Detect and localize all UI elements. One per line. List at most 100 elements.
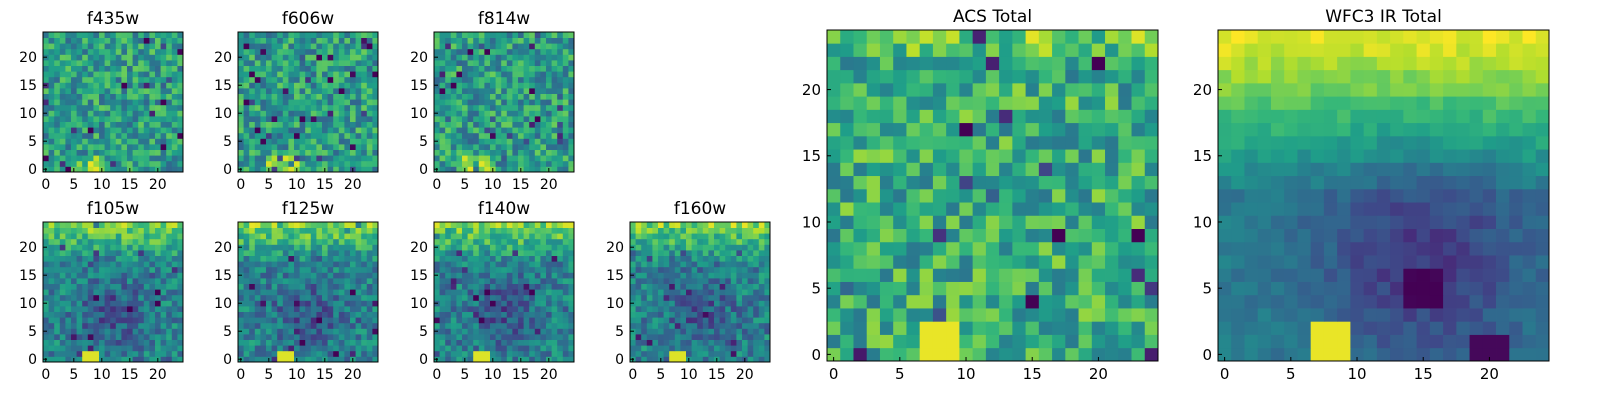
cell <box>372 155 379 162</box>
cell <box>1144 281 1159 296</box>
cell <box>366 317 373 324</box>
cell <box>344 76 351 83</box>
cell <box>1131 228 1146 243</box>
cell <box>557 149 564 156</box>
cell <box>501 311 508 318</box>
cell <box>827 334 841 349</box>
cell <box>149 345 156 352</box>
cell <box>523 222 530 228</box>
cell <box>630 250 636 256</box>
cell <box>327 48 334 55</box>
cell <box>99 266 105 273</box>
cell <box>93 32 100 38</box>
cell <box>177 356 184 363</box>
cell <box>450 317 457 324</box>
cell <box>972 347 987 362</box>
cell <box>59 43 66 50</box>
cell <box>65 88 72 94</box>
cell <box>663 311 670 318</box>
cell <box>138 356 145 363</box>
cell <box>714 222 720 228</box>
cell <box>155 227 161 234</box>
cell <box>557 127 564 134</box>
cell <box>697 317 704 324</box>
cell <box>456 144 463 150</box>
cell <box>160 272 167 279</box>
cell <box>1052 294 1066 309</box>
cell <box>434 227 440 234</box>
cell <box>546 238 552 245</box>
cell <box>456 132 463 139</box>
cell <box>243 127 250 134</box>
cell <box>76 166 83 173</box>
cell <box>82 294 89 301</box>
cell <box>959 321 974 335</box>
cell <box>138 255 145 262</box>
cell <box>127 93 133 100</box>
cell <box>121 356 128 363</box>
cell <box>719 278 726 284</box>
cell <box>54 82 61 89</box>
cell <box>866 347 881 362</box>
cell <box>282 250 289 256</box>
cell <box>166 121 173 128</box>
cell <box>177 149 184 156</box>
cell <box>478 60 485 66</box>
cell <box>254 300 261 307</box>
cell <box>59 54 66 61</box>
cell <box>462 127 468 134</box>
cell <box>350 149 356 156</box>
cell <box>99 250 105 256</box>
cell <box>866 308 881 322</box>
cell <box>260 132 267 139</box>
cell <box>540 93 547 100</box>
cell <box>93 306 100 312</box>
cell <box>266 104 272 111</box>
cell <box>473 71 480 78</box>
cell <box>764 322 771 329</box>
cell <box>680 250 687 256</box>
cell <box>249 289 256 296</box>
cell <box>355 71 362 78</box>
cell <box>372 121 379 128</box>
cell <box>490 283 496 290</box>
cell <box>82 99 89 106</box>
cell <box>166 76 173 83</box>
cell <box>138 160 145 167</box>
cell <box>462 289 468 296</box>
cell <box>43 322 49 329</box>
cell <box>149 227 156 234</box>
cell <box>467 166 474 173</box>
cell <box>725 350 732 357</box>
cell <box>271 233 278 240</box>
cell <box>299 278 306 284</box>
cell <box>753 328 760 335</box>
cell <box>59 283 66 290</box>
cell <box>568 300 575 307</box>
cell <box>495 138 502 145</box>
cell <box>484 149 491 156</box>
cell <box>445 227 452 234</box>
cell <box>288 54 295 61</box>
cell <box>1078 321 1093 335</box>
cell <box>277 32 284 38</box>
cell <box>243 149 250 156</box>
cell <box>534 99 541 106</box>
cell <box>540 82 547 89</box>
cell <box>540 54 547 61</box>
cell <box>322 306 328 312</box>
cell <box>54 233 61 240</box>
cell <box>87 127 94 134</box>
cell <box>93 244 100 251</box>
cell <box>506 48 513 55</box>
cell <box>450 121 457 128</box>
cell <box>249 48 256 55</box>
cell <box>702 266 709 273</box>
cell <box>529 43 536 50</box>
cell <box>271 37 278 44</box>
cell <box>266 121 272 128</box>
cell <box>43 104 49 111</box>
y-tick-label: 15 <box>19 268 37 284</box>
cell <box>361 261 368 268</box>
axes-frame <box>237 221 379 363</box>
